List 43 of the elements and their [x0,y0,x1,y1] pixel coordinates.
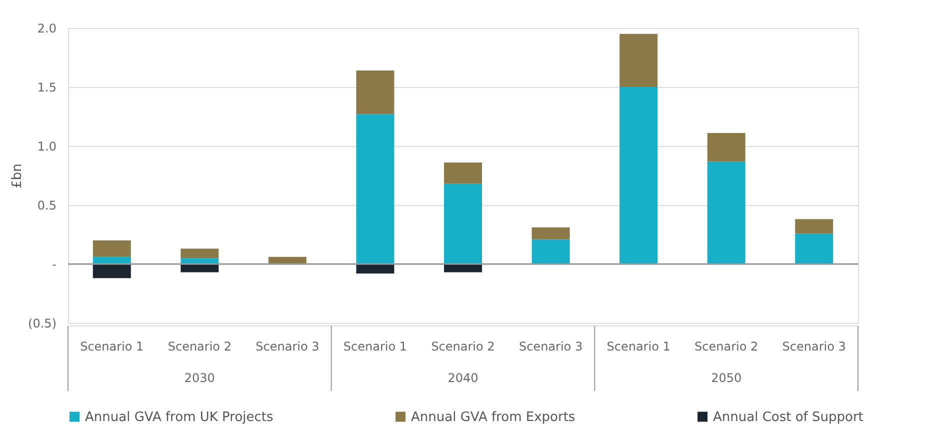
x-tick-label: Scenario 2 [694,340,758,354]
x-tick-label: Scenario 1 [80,340,144,354]
bar [268,256,306,264]
x-tick-label: Scenario 3 [518,340,583,354]
y-tick-label: 1.0 [37,140,56,154]
y-axis-title: £bn [10,164,26,188]
legend-label: Annual GVA from UK Projects [85,410,274,425]
bar [92,256,131,264]
y-tick-label: 1.5 [37,80,56,94]
bar [707,133,746,162]
bar [444,184,482,264]
legend-label: Annual GVA from Exports [411,410,576,425]
x-tick-label: Scenario 1 [606,340,670,354]
text: 2030 [184,371,215,385]
x-tick-label: Scenario 3 [782,340,846,354]
x-tick-label: Scenario 2 [168,340,232,354]
bar [532,239,570,264]
bar [180,248,219,258]
bar [356,114,394,264]
bar [356,70,394,114]
bar [180,258,219,264]
bar [92,264,131,278]
x-tick-label: Scenario 1 [343,340,408,354]
bar [180,264,219,272]
y-tick-label: 0.5 [37,198,56,212]
bar [795,219,834,234]
text: 2040 [448,371,478,385]
legend-label: Annual Cost of Support [713,410,864,425]
y-tick-label: 2.0 [37,22,56,36]
bar [620,34,658,87]
bar [707,161,746,264]
y-tick-label: (0.5) [28,316,56,330]
bar [92,240,131,257]
bar [620,87,658,264]
bar [532,227,570,240]
bar [444,264,482,272]
y-tick-label: - [52,258,56,272]
text: 2050 [711,371,742,385]
x-tick-label: Scenario 2 [431,340,495,354]
bar [795,233,834,264]
bar [444,162,482,184]
x-tick-label: Scenario 3 [256,340,320,354]
bar [356,264,394,274]
